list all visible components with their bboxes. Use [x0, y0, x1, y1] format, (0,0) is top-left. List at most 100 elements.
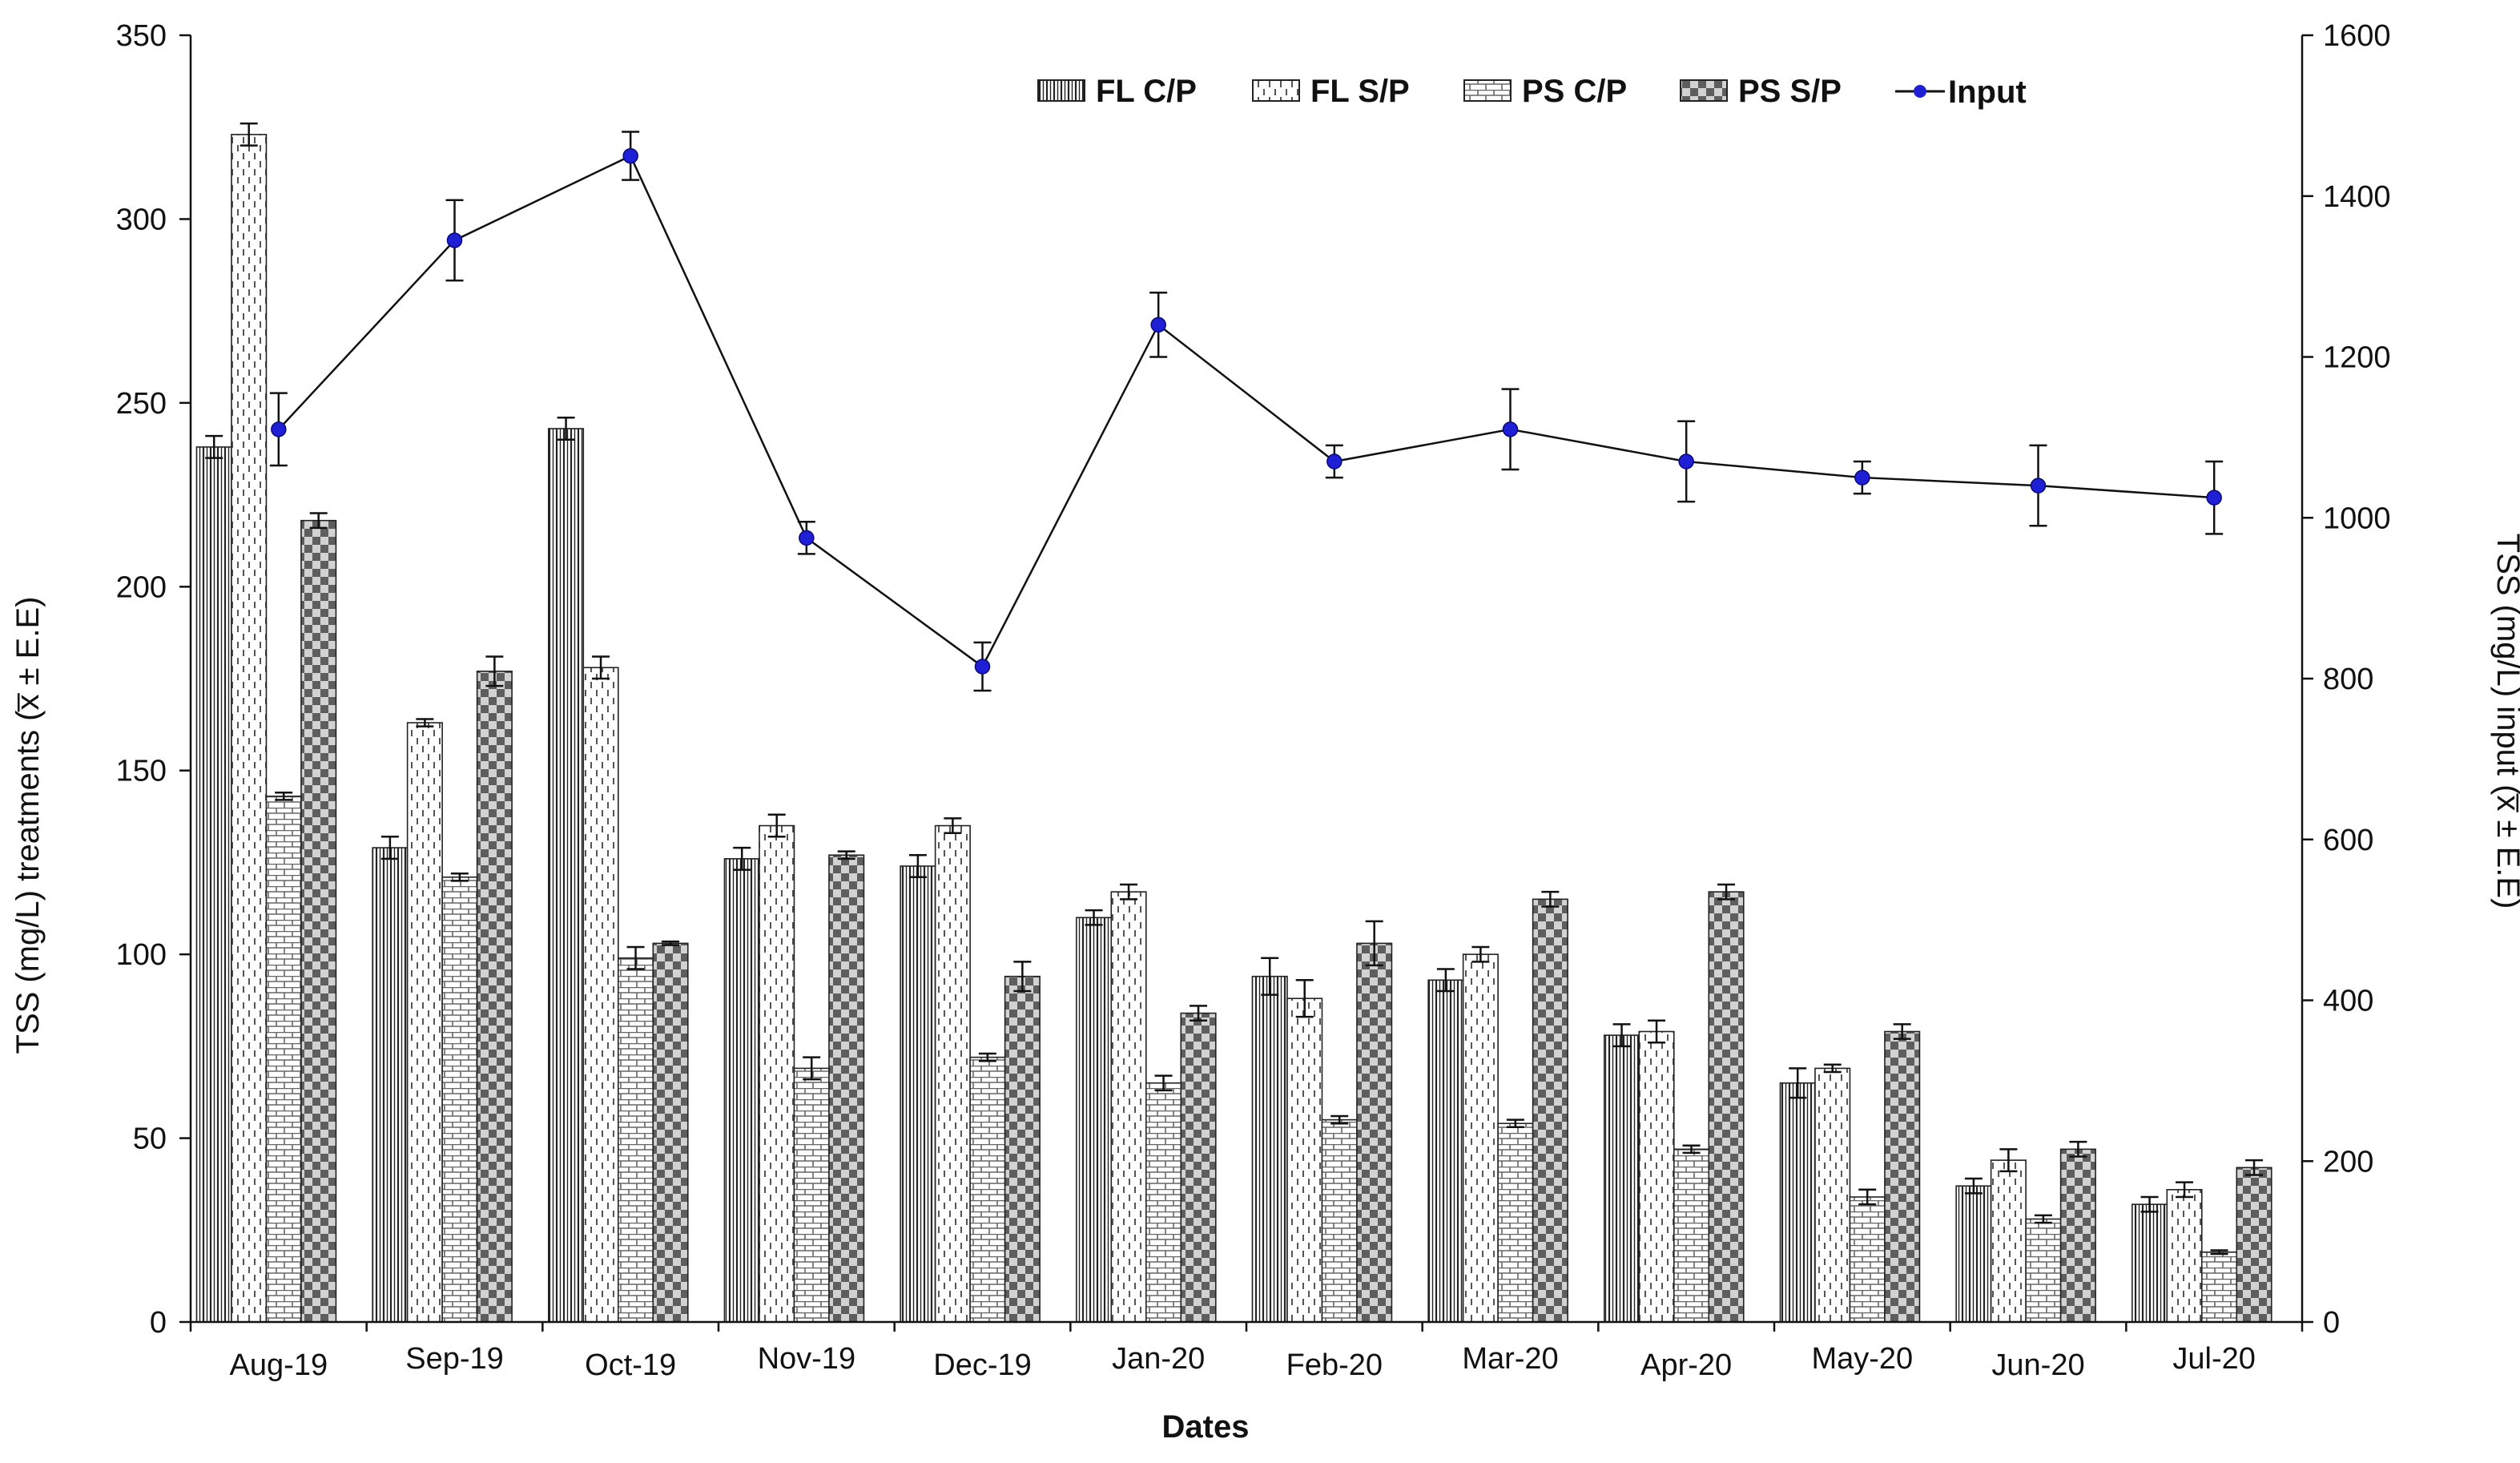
x-tick-label: Mar-20: [1462, 1342, 1558, 1376]
bar: [1849, 1196, 1886, 1323]
bar: [793, 1067, 830, 1323]
bar: [476, 671, 513, 1323]
bar: [195, 446, 232, 1323]
bar: [406, 722, 443, 1323]
error-bar: [626, 945, 645, 970]
bar: [1462, 953, 1499, 1323]
bar: [1110, 891, 1147, 1323]
error-bar: [1085, 909, 1103, 926]
error-bar: [1893, 1023, 1911, 1040]
error-bar: [1823, 1063, 1842, 1074]
input-point: [446, 232, 463, 248]
y-tick-label: 250: [116, 387, 167, 421]
y2-tick-label: 200: [2323, 1145, 2373, 1179]
x-tick-label: Feb-20: [1286, 1348, 1383, 1382]
error-bar: [2210, 1249, 2228, 1255]
y2-tick-label: 400: [2323, 985, 2373, 1018]
x-tick-label: Apr-20: [1640, 1348, 1732, 1382]
error-bar: [1013, 961, 1032, 993]
bar: [1145, 1082, 1182, 1323]
error-bar: [803, 1056, 821, 1081]
error-bar: [416, 718, 434, 727]
error-bar: [1858, 1188, 1877, 1206]
error-bar: [1471, 945, 1490, 963]
error-bar: [1330, 1114, 1349, 1125]
bar: [1638, 1030, 1675, 1323]
error-bar: [837, 850, 855, 860]
error-bar: [908, 854, 927, 879]
error-bar: [450, 872, 469, 882]
x-tick-label: Dec-19: [933, 1348, 1032, 1382]
error-bar: [380, 836, 399, 860]
legend-swatch: [1252, 79, 1300, 102]
legend-label: Input: [1948, 75, 2027, 110]
y2-tick-label: 1000: [2323, 502, 2391, 535]
legend-item: Input: [1895, 75, 2027, 110]
error-bar: [1648, 1019, 1666, 1044]
bar: [1286, 998, 1323, 1323]
error-bar: [1506, 1118, 1524, 1129]
y2-axis-title: TSS (mg/L) input (x̅ ± E.E): [2490, 534, 2520, 909]
error-bar: [1682, 1144, 1701, 1155]
bar: [652, 942, 689, 1323]
error-bar: [485, 655, 504, 687]
bars-layer: [195, 122, 2272, 1323]
bar: [1180, 1012, 1217, 1323]
bar: [2132, 1203, 2168, 1323]
error-bar: [978, 1052, 996, 1062]
bar: [231, 134, 268, 1323]
series-ps-s-p: [300, 512, 2272, 1323]
bar: [2236, 1167, 2272, 1323]
input-point: [974, 659, 991, 675]
y-tick-label: 350: [116, 19, 167, 53]
error-bar: [1365, 920, 1383, 967]
error-bar: [2245, 1159, 2264, 1176]
bar: [1251, 975, 1288, 1323]
error-bar: [1999, 1148, 2018, 1173]
error-bar: [1154, 1074, 1173, 1092]
x-tick-label: Nov-19: [758, 1342, 856, 1376]
y2-tick-label: 1400: [2323, 180, 2391, 214]
y2-tick-label: 0: [2323, 1306, 2340, 1340]
bar: [969, 1056, 1006, 1323]
legend-item: PS S/P: [1680, 74, 1842, 109]
legend-item: FL C/P: [1037, 74, 1197, 109]
x-tick-label: Sep-19: [405, 1342, 504, 1376]
input-point: [1678, 453, 1694, 470]
bar: [2025, 1218, 2062, 1323]
bar: [1814, 1067, 1851, 1323]
bar: [1884, 1030, 1921, 1323]
error-bar: [2176, 1181, 2194, 1199]
error-bar: [1612, 1023, 1631, 1048]
error-bar: [1295, 979, 1314, 1018]
bar: [1955, 1185, 1992, 1323]
error-bar: [2140, 1195, 2159, 1213]
error-bar: [1190, 1005, 1208, 1022]
x-tick-label: Jun-20: [1991, 1348, 2084, 1382]
legend-swatch: [1680, 79, 1728, 102]
x-tick-label: Jul-20: [2172, 1342, 2256, 1376]
legend-item: FL S/P: [1252, 74, 1410, 109]
y-tick-label: 0: [150, 1306, 167, 1340]
bar: [1604, 1034, 1640, 1323]
error-bar: [557, 416, 575, 441]
series-ps-c-p: [265, 791, 2238, 1323]
bar: [2166, 1189, 2203, 1323]
input-point: [622, 147, 638, 164]
legend-swatch: [1463, 79, 1512, 102]
legend-swatch: [1037, 79, 1085, 102]
bar: [1708, 891, 1745, 1323]
error-bar: [1789, 1067, 1807, 1099]
bar: [934, 824, 971, 1323]
bar: [1076, 917, 1113, 1323]
y-tick-label: 300: [116, 203, 167, 236]
legend-label: PS C/P: [1522, 74, 1627, 109]
input-point: [1150, 316, 1166, 333]
bar: [1532, 898, 1568, 1323]
bar: [1427, 979, 1464, 1323]
bar: [265, 796, 302, 1323]
series-fl-c-p: [195, 416, 2168, 1323]
y2-tick-label: 1600: [2323, 19, 2391, 53]
y2-tick-label: 1200: [2323, 341, 2391, 375]
